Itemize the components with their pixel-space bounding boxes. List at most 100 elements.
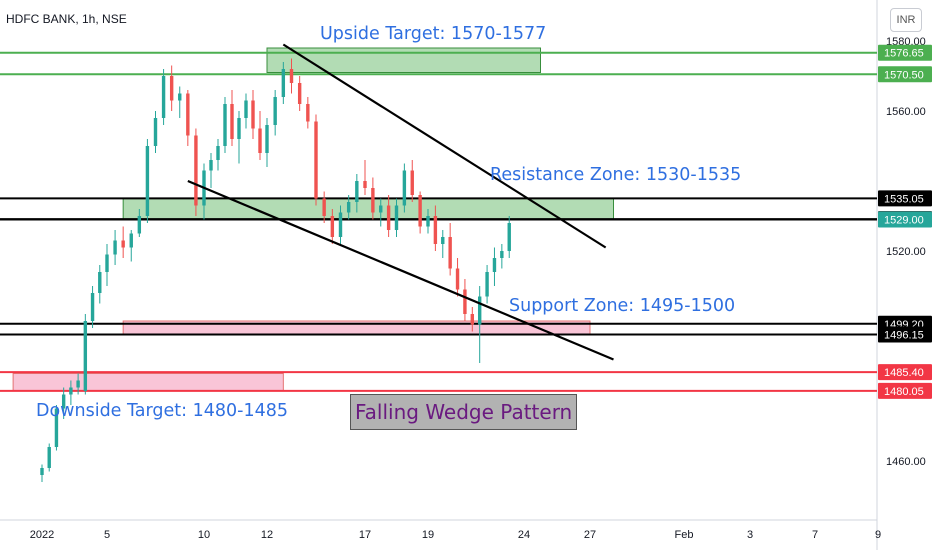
upside-line-lower-label-bg [878,66,932,83]
pattern-label: Falling Wedge Pattern [350,394,578,430]
candle-body [463,289,467,314]
candle-body [237,118,241,139]
candle-body [230,104,234,139]
price-tick-label: 1520.00 [886,246,926,258]
upside-line-lower-label: 1570.50 [884,69,924,81]
candle-body [244,100,248,118]
candle-body [40,468,44,475]
time-tick-label: Feb [675,529,694,541]
candle-body [346,202,351,213]
candle-body [153,118,158,146]
candle-body [314,121,318,199]
candle-body [83,321,88,391]
candle-body [258,128,262,153]
time-tick-label: 12 [261,529,273,541]
resistance-line-upper-label-bg [878,190,932,207]
candle-body [47,447,51,468]
candle-body [251,100,255,129]
candle-body [410,170,414,195]
time-tick-label: 24 [518,529,530,541]
candle-body [455,268,460,290]
support-line-lower-label-bg [878,326,932,343]
time-tick-label: 9 [875,529,881,541]
candle-body [194,135,198,206]
resistance-line-lower-label-bg [878,211,932,228]
candle-body [322,198,326,216]
price-axis: 1460.001520.001560.001580.001535.051529.… [878,36,932,468]
candle-body [492,258,497,272]
candle-body [477,296,482,325]
candle-body [69,387,73,395]
upside-target-annotation: Upside Target: 1570-1577 [320,24,547,44]
candle-body [105,254,109,272]
upside-line-upper-label-bg [878,44,932,61]
candle-body [54,408,59,447]
support-zone-annotation: Support Zone: 1495-1500 [509,296,736,316]
candle-body [265,125,269,153]
resistance-line-lower-label: 1529.00 [884,215,924,227]
candle-body [470,314,475,325]
candle-body [441,237,445,244]
candle-body [485,272,489,297]
resistance-zone-annotation: Resistance Zone: 1530-1535 [490,165,742,185]
candle-body [113,240,117,255]
wedge-lower-trendline [187,179,614,361]
time-axis: 2022 5 10 12 17 19 24 27 Feb 3 7 9 [30,529,881,541]
time-tick-label: 2022 [30,529,54,541]
candle-body [137,216,142,234]
support-line-lower-label: 1496.15 [884,329,924,341]
candle-body [90,293,95,321]
downside-line-upper-label: 1485.40 [884,367,924,379]
time-tick-label: 7 [812,529,818,541]
time-tick-label: 27 [584,529,596,541]
candle-body [394,205,399,230]
candle-body [281,69,286,97]
candles [40,58,511,482]
price-tick-label: 1560.00 [886,106,926,118]
downside-target-zone [12,373,284,392]
downside-line-lower-label: 1480.05 [884,386,924,398]
time-tick-label: 10 [198,529,210,541]
wedge-upper-trendline [282,43,607,249]
price-level-lines [0,51,877,392]
time-tick-label: 17 [359,529,371,541]
candle-body [402,170,407,206]
candle-body [338,212,343,237]
candle-body [129,233,133,248]
candle-body [379,205,383,213]
downside-line-upper-label-bg [878,364,932,381]
candle-body [61,394,66,409]
candle-body [121,240,125,248]
candle-body [289,69,294,83]
resistance-line-upper-label: 1535.05 [884,193,924,205]
candle-body [145,146,150,216]
candle-body [273,97,277,125]
candle-body [500,251,504,258]
downside-target-annotation: Downside Target: 1480-1485 [36,401,288,421]
upside-line-upper-label: 1576.65 [884,48,924,60]
candle-body [433,216,438,244]
candle-body [161,76,166,118]
time-tick-label: 19 [422,529,434,541]
candle-body [223,104,227,146]
time-tick-label: 5 [104,529,110,541]
candle-body [216,146,220,160]
chart-grid [0,0,878,550]
candle-body [297,83,302,104]
candle-body [507,223,511,251]
time-tick-label: 3 [747,529,753,541]
candle-body [306,104,310,122]
candle-body [178,93,182,101]
candle-body [76,380,80,388]
candle-body [363,181,367,188]
candle-body [330,216,335,237]
price-tick-label: 1460.00 [886,456,926,468]
candle-body [186,93,190,136]
candle-body [418,195,422,227]
candle-body [355,181,359,202]
candle-body [371,188,375,213]
currency-selector[interactable]: INR [890,8,922,32]
wedge-trendlines [187,43,614,361]
